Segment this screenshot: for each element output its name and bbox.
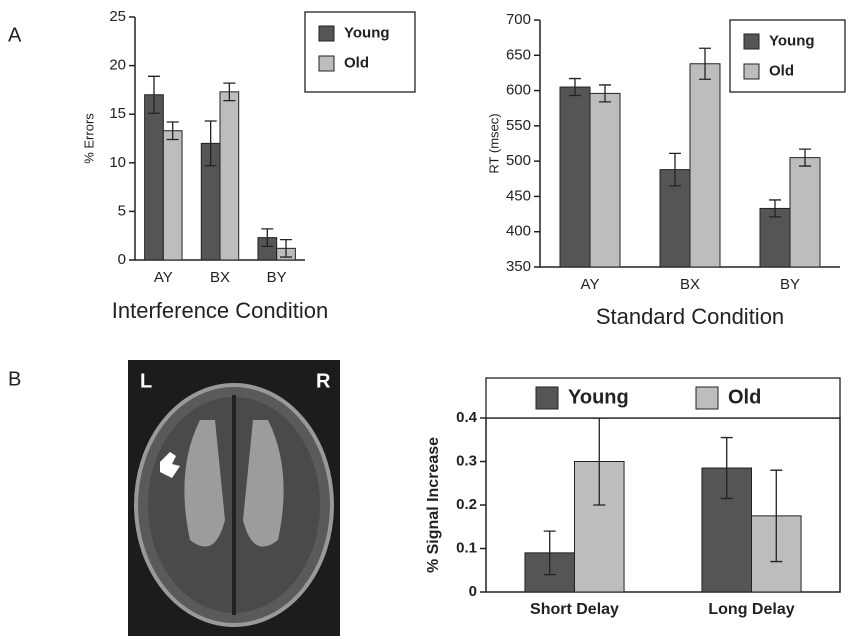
y-tick-label: 650 <box>506 46 531 63</box>
chart: 350 400 450 500 550 600 650 700 RT (msec) Standar… <box>486 11 845 329</box>
bar <box>790 158 820 267</box>
legend-label: Old <box>728 386 761 408</box>
figure: A B L R 0 5 10 15 20 25 % Errors Interference C… <box>0 0 854 639</box>
legend-label: Old <box>344 54 369 71</box>
legend-label: Young <box>344 24 390 41</box>
x-tick-label: AY <box>154 269 173 286</box>
legend-swatch <box>536 387 558 409</box>
legend-swatch <box>744 64 759 79</box>
bar <box>690 64 720 267</box>
y-tick-label: 5 <box>118 202 126 219</box>
x-tick-label: AY <box>581 276 600 293</box>
bar <box>560 87 590 267</box>
bar <box>590 93 620 267</box>
y-tick-label: 700 <box>506 11 531 28</box>
panel-label: A <box>8 24 22 46</box>
x-tick-label: Long Delay <box>708 601 794 618</box>
y-tick-label: 550 <box>506 117 531 134</box>
y-tick-label: 15 <box>109 105 126 122</box>
y-tick-label: 500 <box>506 152 531 169</box>
y-tick-label: 20 <box>109 57 126 74</box>
y-tick-label: 0.4 <box>456 409 478 426</box>
y-tick-label: 600 <box>506 82 531 99</box>
y-tick-label: 0.3 <box>456 452 477 469</box>
x-tick-label: BX <box>210 269 230 286</box>
legend-label: Old <box>769 62 794 79</box>
legend-box <box>730 20 845 92</box>
y-tick-label: 0 <box>469 583 477 600</box>
y-tick-label: 25 <box>109 8 126 25</box>
legend-swatch <box>319 56 334 71</box>
chart: 0 5 10 15 20 25 % Errors Interference Condition… <box>81 8 415 323</box>
y-tick-label: 0.2 <box>456 496 477 513</box>
y-tick-label: 400 <box>506 223 531 240</box>
legend-swatch <box>319 26 334 41</box>
brain-image: L R <box>128 360 340 636</box>
panel-label: B <box>8 368 21 390</box>
x-tick-label: BY <box>780 276 800 293</box>
y-tick-label: 450 <box>506 187 531 204</box>
legend-label: Young <box>769 32 815 49</box>
legend-label: Young <box>568 386 629 408</box>
y-tick-label: 350 <box>506 258 531 275</box>
bar <box>220 92 239 260</box>
y-tick-label: 0 <box>118 251 126 268</box>
y-axis-label: % Errors <box>81 113 96 164</box>
image-label: R <box>316 370 331 392</box>
x-tick-label: BX <box>680 276 700 293</box>
bar <box>145 95 164 260</box>
x-tick-label: BY <box>267 269 287 286</box>
y-axis-label: % Signal Increase <box>425 437 442 573</box>
bar <box>163 131 182 260</box>
y-axis-label: RT (msec) <box>486 113 501 173</box>
legend-swatch <box>744 34 759 49</box>
y-tick-label: 0.1 <box>456 539 477 556</box>
chart: 0 0.1 0.2 0.3 0.4 % Signal Increase Short Dela… <box>425 378 840 618</box>
y-tick-label: 10 <box>109 154 126 171</box>
x-tick-label: Short Delay <box>530 601 619 618</box>
legend-swatch <box>696 387 718 409</box>
x-axis-label: Standard Condition <box>596 304 784 329</box>
image-label: L <box>140 370 152 392</box>
x-axis-label: Interference Condition <box>112 298 328 323</box>
